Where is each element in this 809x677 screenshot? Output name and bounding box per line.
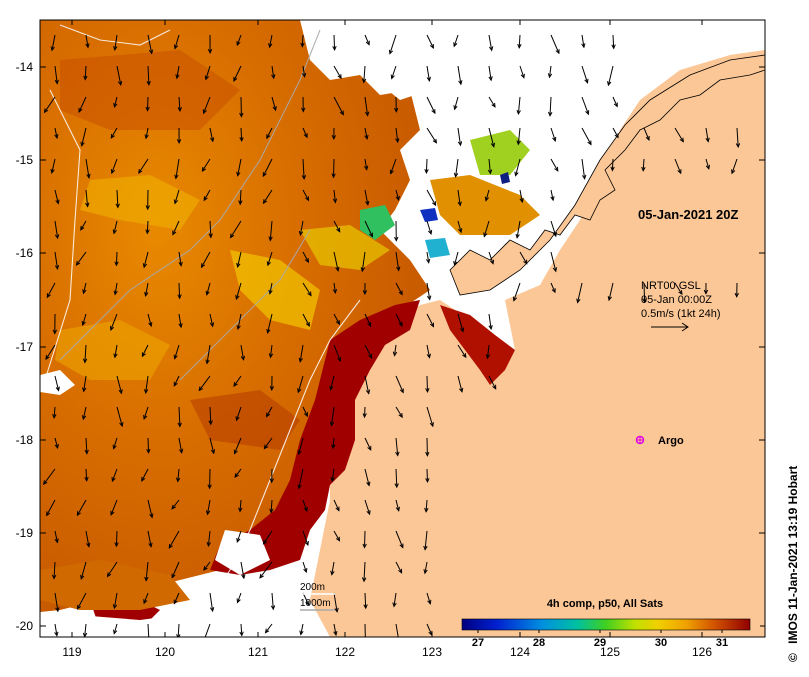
colorbar-tick-29: 29 xyxy=(594,637,606,649)
current-vector xyxy=(426,159,427,173)
y-tick-labels: -14 -15 -16 -17 -18 -19 -20 xyxy=(16,60,34,633)
current-vector xyxy=(179,283,180,298)
contour-1000m-label: 1000m xyxy=(300,598,331,609)
colorbar-tick-27: 27 xyxy=(472,637,484,649)
colorbar-gradient xyxy=(462,619,750,630)
current-vector xyxy=(116,252,117,265)
x-tick-119: 119 xyxy=(62,645,81,659)
contour-200m-label: 200m xyxy=(300,582,325,593)
colorbar-title: 4h comp, p50, All Sats xyxy=(547,598,663,610)
x-tick-123: 123 xyxy=(422,645,442,659)
colorbar: 4h comp, p50, All Sats 27 28 29 30 31 xyxy=(455,594,760,649)
x-tick-122: 122 xyxy=(335,645,355,659)
current-vector xyxy=(365,593,366,608)
argo-marker xyxy=(636,436,644,444)
current-vector xyxy=(334,35,335,50)
current-vector xyxy=(116,531,117,546)
current-vector-head xyxy=(203,638,206,642)
current-date-label: 05-Jan 00:00Z xyxy=(641,294,712,306)
argo-label: Argo xyxy=(658,435,684,447)
y-tick-19: -19 xyxy=(16,526,34,540)
credit-text: IMOS 11-Jan-2021 13:19 Hobart xyxy=(786,466,800,644)
y-tick-16: -16 xyxy=(16,246,34,260)
current-vector-head xyxy=(397,639,400,643)
imos-credit: © IMOS 11-Jan-2021 13:19 Hobart xyxy=(786,466,800,662)
y-tick-18: -18 xyxy=(16,433,34,447)
y-tick-15: -15 xyxy=(16,153,34,167)
current-vector xyxy=(365,531,366,548)
x-tick-labels: 119 120 121 122 123 124 125 126 xyxy=(62,645,712,659)
current-vector xyxy=(148,97,149,111)
copyright-icon: © xyxy=(786,653,800,662)
y-tick-17: -17 xyxy=(16,340,34,354)
current-vector-head xyxy=(147,640,150,644)
y-tick-20: -20 xyxy=(16,619,34,633)
colorbar-tick-31: 31 xyxy=(716,637,728,649)
current-source-label: NRT00 GSL xyxy=(641,280,701,292)
current-vector xyxy=(427,469,428,482)
current-vector xyxy=(148,438,149,453)
current-scale-label: 0.5m/s (1kt 24h) xyxy=(641,308,720,320)
x-tick-126: 126 xyxy=(692,645,712,659)
colorbar-tick-28: 28 xyxy=(533,637,545,649)
timestamp-label: 05-Jan-2021 20Z xyxy=(638,207,739,222)
y-tick-14: -14 xyxy=(16,60,34,74)
current-vector xyxy=(334,159,335,177)
current-vector xyxy=(427,376,428,392)
colorbar-tick-30: 30 xyxy=(655,637,667,649)
x-tick-124: 124 xyxy=(510,645,530,659)
x-tick-120: 120 xyxy=(155,645,175,659)
x-tick-121: 121 xyxy=(248,645,268,659)
